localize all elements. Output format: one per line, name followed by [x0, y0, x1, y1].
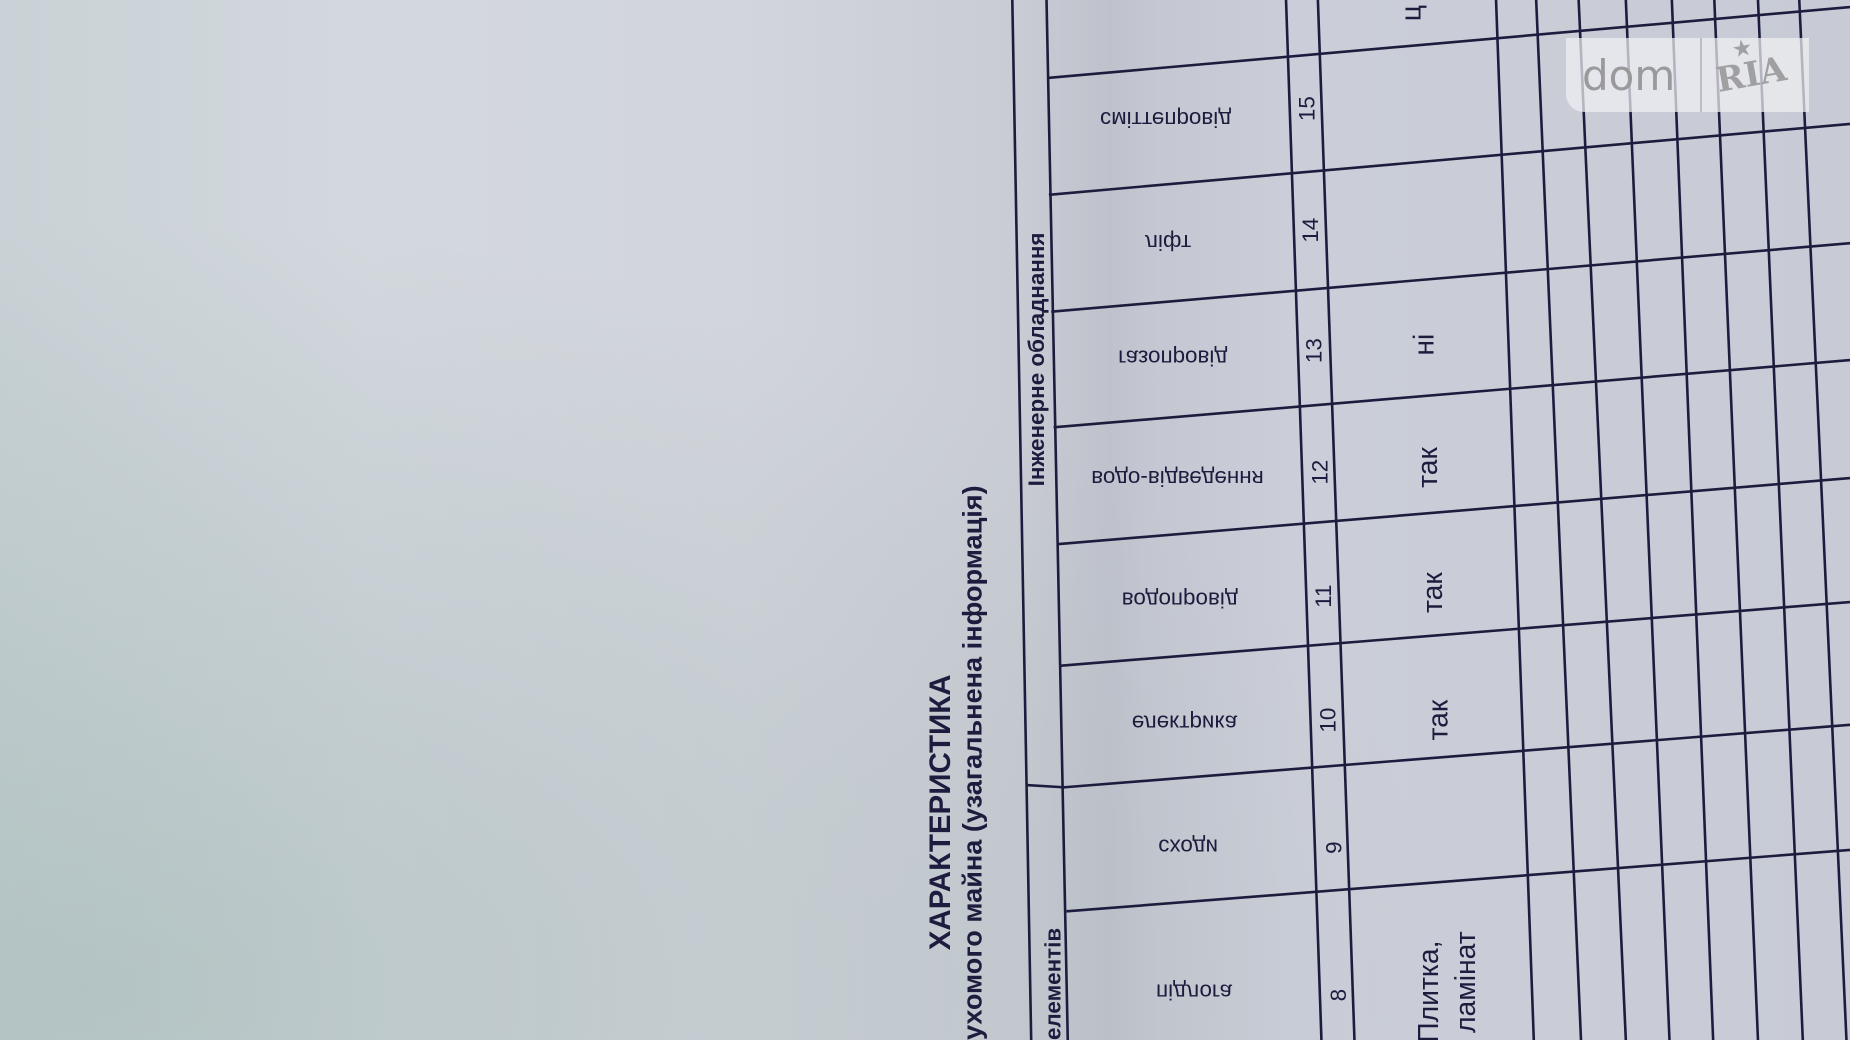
- column-header-stairs: сходи: [1158, 834, 1218, 859]
- column-header-gas: газопровід: [1118, 346, 1227, 371]
- column-header-garbage-chute: сміттепровід: [1100, 107, 1231, 132]
- column-header-sewerage: водо-відведення: [1091, 466, 1264, 491]
- column-header-electricity: електрика: [1132, 710, 1238, 735]
- watermark-logo: dom ★ RIA: [1566, 35, 1809, 112]
- cell-value-sewerage: так: [1412, 446, 1444, 487]
- column-number: 9: [1321, 841, 1346, 853]
- column-number: 14: [1298, 218, 1323, 243]
- watermark-dom: dom: [1582, 50, 1676, 100]
- column-header-water-supply: водопровід: [1122, 588, 1238, 613]
- column-number: 13: [1301, 338, 1326, 363]
- table-line-group: [1045, 0, 1070, 1040]
- table-line: [1534, 0, 1583, 1040]
- table-line-group-split: [1026, 783, 1066, 789]
- table-border-outer: [1011, 0, 1033, 1040]
- column-number: 8: [1326, 989, 1351, 1001]
- table-row-line: [1048, 122, 1850, 197]
- table-line: [1494, 0, 1536, 1040]
- table-line: [1670, 0, 1715, 1040]
- table-grid: [1011, 0, 1850, 1040]
- table-row-line: [1051, 241, 1850, 313]
- star-icon: ★: [1731, 34, 1754, 62]
- watermark-ria: ★ RIA: [1713, 35, 1789, 101]
- table-line: [1797, 0, 1848, 1040]
- document-subtitle: ухомого майна (узагальнена інформація): [957, 485, 988, 1040]
- column-header-floor: підлога: [1156, 980, 1233, 1005]
- cell-value-floor-line2: ламінат: [1450, 931, 1482, 1033]
- cell-value-water-supply: так: [1417, 572, 1449, 613]
- cell-value-floor-line1: Плитка,: [1413, 940, 1445, 1040]
- group-header-engineering: Інженерне обладнання: [1024, 233, 1049, 487]
- table-line: [1713, 0, 1760, 1040]
- column-number: 11: [1311, 585, 1336, 608]
- group-header-elements: елементів: [1041, 928, 1066, 1040]
- table-line: [1577, 0, 1628, 1040]
- table-line: [1756, 0, 1805, 1040]
- table-row-line: [1047, 5, 1850, 80]
- column-header-elevator: ліфт: [1145, 230, 1191, 255]
- table-row-line: [1057, 476, 1850, 546]
- table-line: [1624, 0, 1671, 1040]
- cell-value-partial: ц: [1396, 5, 1428, 21]
- document-title: ХАРАКТЕРИСТИКА: [924, 674, 957, 950]
- table-line-header: [1284, 0, 1323, 1040]
- table-row-line: [1062, 723, 1850, 789]
- cell-value-gas: ні: [1409, 334, 1441, 356]
- column-number: 15: [1294, 96, 1319, 121]
- table-row-line: [1066, 848, 1850, 913]
- table-row-line: [1053, 358, 1850, 429]
- column-number: 12: [1307, 460, 1332, 485]
- table-row-line: [1059, 600, 1850, 668]
- cell-value-electricity: так: [1423, 699, 1455, 740]
- column-number: 10: [1316, 708, 1341, 733]
- watermark-divider: [1700, 38, 1702, 112]
